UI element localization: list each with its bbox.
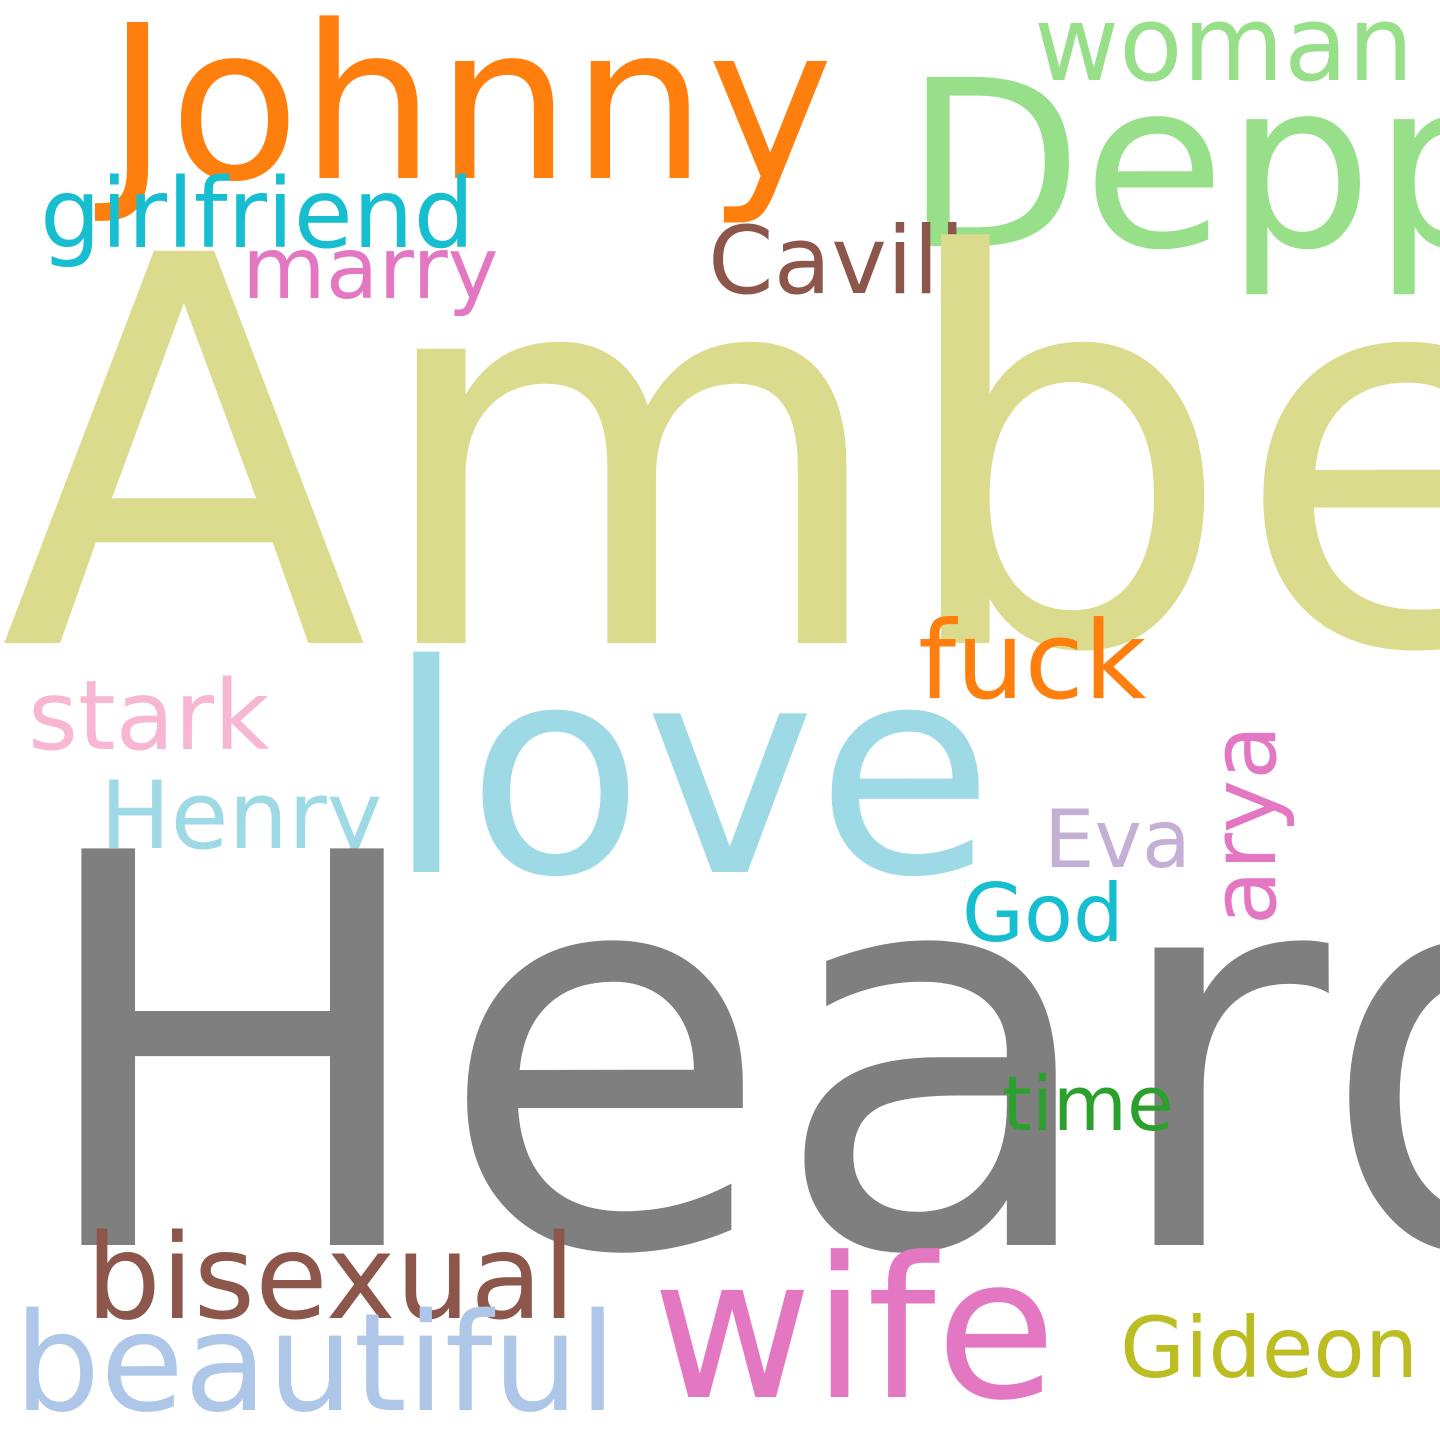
word-woman: woman xyxy=(1034,0,1414,105)
word-love: love xyxy=(386,604,995,941)
word-beautiful: beautiful xyxy=(14,1285,617,1440)
word-gideon: Gideon xyxy=(1120,1299,1419,1397)
word-amber: Amber xyxy=(0,144,1440,770)
word-girlfriend: girlfriend xyxy=(40,158,475,270)
word-henry: Henry xyxy=(100,762,383,871)
word-stark: stark xyxy=(28,660,270,772)
word-marry: marry xyxy=(242,219,499,319)
word-johnny: Johnny xyxy=(106,0,834,229)
word-heard: Heard xyxy=(28,741,1440,1374)
word-eva: Eva xyxy=(1044,793,1191,886)
word-god: God xyxy=(962,867,1124,960)
word-time: time xyxy=(1002,1059,1174,1148)
word-fuck: fuck xyxy=(918,599,1147,724)
word-cavill: Cavill xyxy=(708,207,966,316)
word-depp: Depp xyxy=(904,31,1440,301)
word-bisexual: bisexual xyxy=(86,1208,576,1346)
word-wife: wife xyxy=(652,1216,1057,1440)
